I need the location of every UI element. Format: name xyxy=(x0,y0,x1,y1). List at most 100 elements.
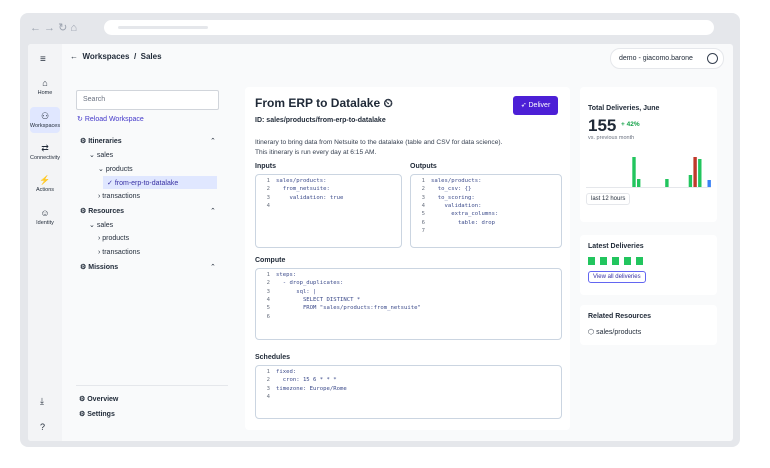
related-card: Related Resources ⬡ sales/products xyxy=(580,305,717,345)
delivery-bar xyxy=(637,179,641,187)
tree-item[interactable]: ⌄ sales xyxy=(89,152,114,159)
line-number: 7 xyxy=(421,227,425,234)
code-editor[interactable]: 1 steps: 2 - drop_duplicates: 3 sql: | 4 SEL… xyxy=(255,268,562,340)
code-line: sales/products: xyxy=(431,178,482,184)
stats-change: + 42% xyxy=(621,121,640,128)
line-number: 2 xyxy=(266,377,270,384)
tree-item[interactable]: ⌄ products xyxy=(98,166,133,173)
user-menu[interactable]: demo - giacomo.barone xyxy=(610,48,724,69)
tree-item[interactable]: ⚙ Resources xyxy=(80,208,125,215)
nav-item[interactable]: ⚡ xyxy=(39,175,51,185)
line-number: 1 xyxy=(266,369,270,375)
line-number: 4 xyxy=(421,202,425,209)
code-line: to_scoring: xyxy=(431,194,475,201)
id-value: sales/products/from-erp-to-datalake xyxy=(266,117,386,124)
divider xyxy=(76,385,228,386)
footer-link[interactable]: ⚙ Settings xyxy=(79,411,115,418)
id-label: ID: xyxy=(255,117,265,124)
tree-label: from-erp-to-datalake xyxy=(114,180,179,187)
section-title: Schedules xyxy=(255,354,291,361)
line-number: 4 xyxy=(266,202,270,209)
line-number: 3 xyxy=(421,194,425,201)
code-line: table: drop xyxy=(431,219,495,226)
search-input[interactable]: Search xyxy=(76,90,219,110)
url-placeholder xyxy=(118,26,208,29)
itinerary-id: ID: sales/products/from-erp-to-datalake xyxy=(255,117,386,124)
code-line: - drop_duplicates: xyxy=(276,280,344,287)
tree-item[interactable]: ⚙ Missions xyxy=(80,264,119,271)
delivery-bar xyxy=(693,157,697,187)
nav-item[interactable]: ☺ xyxy=(40,208,50,218)
reload-link[interactable]: ↻ Reload Workspace xyxy=(77,116,144,123)
line-number: 4 xyxy=(266,296,270,303)
tree-label: transactions xyxy=(102,249,141,256)
tree-item[interactable]: ⌄ sales xyxy=(89,222,114,229)
itinerary-card: From ERP to Datalake ⏲ ➶ Deliver ID: sal… xyxy=(245,87,570,430)
related-item[interactable]: ⬡ sales/products xyxy=(588,329,642,336)
help-icon[interactable]: ? xyxy=(40,422,46,432)
delivery-chart xyxy=(586,157,711,188)
latest-title: Latest Deliveries xyxy=(588,243,644,250)
line-number: 2 xyxy=(421,186,425,193)
nav-item[interactable]: ⚇ xyxy=(40,111,50,121)
title-text: From ERP to Datalake xyxy=(255,96,381,110)
app: ≡ ⤓ ? ← Workspaces / Sales demo - giacom… xyxy=(28,44,733,441)
code-editor[interactable]: 1 sales/products: 2 to_csv: {} 3 to_scoring… xyxy=(410,174,562,248)
section-title: Outputs xyxy=(410,163,437,170)
breadcrumb: ← Workspaces / Sales xyxy=(70,52,162,61)
address-bar[interactable] xyxy=(104,20,714,35)
view-all-button[interactable]: View all deliveries xyxy=(588,271,646,283)
related-label: sales/products xyxy=(596,329,642,336)
expand-toggle[interactable]: ⌃ xyxy=(210,138,216,145)
code-line: timezone: Europe/Rome xyxy=(276,385,347,392)
nav-item[interactable]: ⇄ xyxy=(41,143,49,153)
tree-item[interactable]: › products xyxy=(98,235,130,242)
breadcrumb-link[interactable]: Workspaces xyxy=(82,52,130,61)
footer-link[interactable]: ⚙ Overview xyxy=(79,396,119,403)
breadcrumb-current: Sales xyxy=(140,52,162,61)
code-line: FROM "sales/products:from_netsuite" xyxy=(276,305,421,312)
expand-toggle[interactable]: ⌃ xyxy=(210,208,216,215)
tree-item[interactable]: ✓ from-erp-to-datalake xyxy=(107,180,179,187)
tree-item[interactable]: › transactions xyxy=(98,193,141,200)
back-arrow[interactable]: ← xyxy=(70,52,81,61)
code-editor[interactable]: 1 sales/products: 2 from_netsuite: 3 valida… xyxy=(255,174,402,248)
tree-label: products xyxy=(105,166,133,173)
nav-label: Workspaces xyxy=(29,123,61,129)
tree-label: Itineraries xyxy=(88,138,122,145)
code-editor[interactable]: 1 fixed: 2 cron: 15 6 * * * 3 timezone: Euro… xyxy=(255,365,562,419)
range-chip[interactable]: last 12 hours xyxy=(586,193,631,205)
code-line: validation: true xyxy=(276,194,344,201)
nav-rail xyxy=(28,44,62,441)
deliver-button[interactable]: ➶ Deliver xyxy=(513,96,558,115)
stats-card: Total Deliveries, June 155 + 42% vs. pre… xyxy=(580,87,717,222)
line-number: 1 xyxy=(421,178,425,184)
code-line: SELECT DISTINCT * xyxy=(276,296,361,303)
line-number: 1 xyxy=(266,272,270,278)
button-label: Deliver xyxy=(528,102,551,109)
tree-label: Missions xyxy=(88,264,119,271)
delivery-bar xyxy=(707,180,711,187)
nav-item[interactable]: ⌂ xyxy=(42,78,48,88)
breadcrumb-separator: / xyxy=(133,52,137,61)
tree-label: transactions xyxy=(102,193,141,200)
footer-label: Settings xyxy=(87,411,115,418)
code-line: extra_columns: xyxy=(431,211,499,218)
menu-icon[interactable]: ≡ xyxy=(40,54,46,65)
code-line: fixed: xyxy=(276,369,297,375)
line-number: 4 xyxy=(266,393,270,400)
browser-controls[interactable]: ← → ↻ ⌂ xyxy=(30,22,78,34)
line-number: 1 xyxy=(266,178,270,184)
tree-item[interactable]: › transactions xyxy=(98,249,141,256)
line-number: 3 xyxy=(266,385,270,392)
expand-toggle[interactable]: ⌃ xyxy=(210,264,216,271)
tree-item[interactable]: ⚙ Itineraries xyxy=(80,138,122,145)
download-icon[interactable]: ⤓ xyxy=(40,396,44,406)
code-line: sql: | xyxy=(276,288,317,295)
tree-label: sales xyxy=(96,152,114,159)
latest-card: Latest Deliveries View all deliveries xyxy=(580,235,717,295)
footer-label: Overview xyxy=(87,396,119,403)
nav-label: Actions xyxy=(35,187,55,193)
description-line: This itinerary is run every day at 6:15 … xyxy=(255,149,377,156)
